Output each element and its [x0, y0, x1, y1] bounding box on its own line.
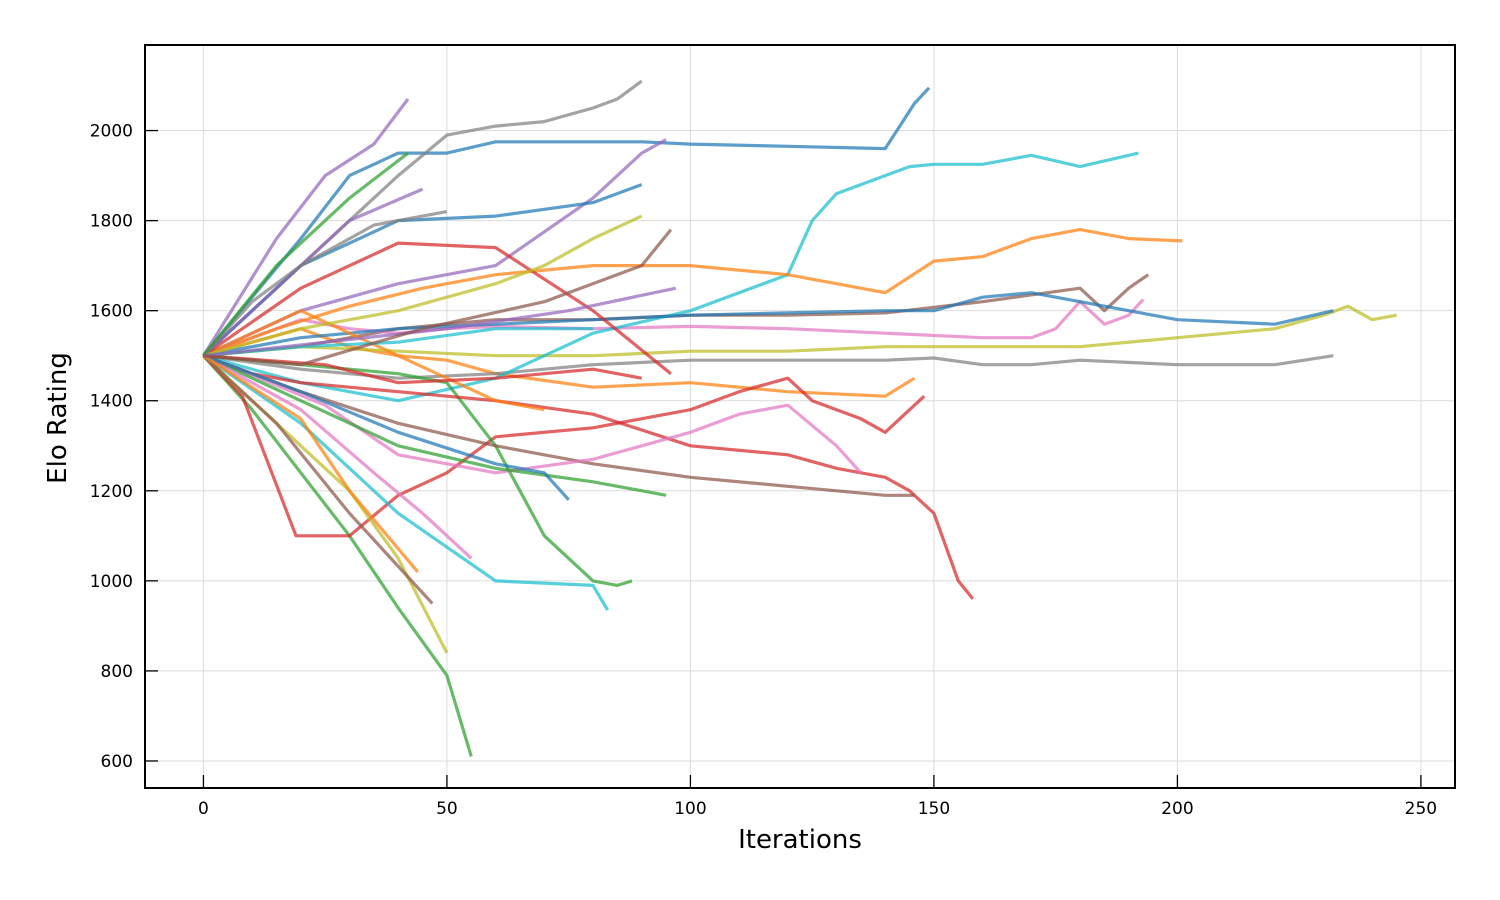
series-line — [203, 228, 673, 367]
series-line — [202, 228, 1183, 358]
series-line — [202, 354, 473, 757]
y-tick-label: 1000 — [90, 572, 133, 592]
x-tick-label: 100 — [674, 799, 706, 819]
x-tick-label: 250 — [1405, 799, 1437, 819]
y-tick-label: 1200 — [90, 482, 133, 502]
series-line — [202, 309, 545, 412]
series-line — [202, 354, 419, 573]
series-line — [202, 354, 570, 501]
y-tick-label: 1600 — [90, 302, 133, 322]
x-tick-label: 0 — [198, 799, 209, 819]
series-line — [203, 354, 1334, 380]
x-tick-label: 50 — [436, 799, 458, 819]
y-tick-label: 800 — [101, 662, 133, 682]
y-tick-label: 2000 — [90, 122, 133, 142]
series-line — [202, 354, 609, 611]
series-line — [202, 298, 1145, 358]
series-line — [202, 86, 931, 357]
series-line — [202, 354, 434, 605]
y-tick-label: 1400 — [90, 392, 133, 412]
y-axis-title: Elo Rating — [43, 352, 73, 484]
x-tick-label: 200 — [1161, 799, 1193, 819]
series-line — [203, 304, 1397, 358]
ticks: 0 50 100 150 200 250 600 800 1000 1200 1400 1600 180… — [90, 122, 1437, 819]
series-line — [202, 354, 915, 497]
series-line — [202, 241, 672, 375]
series-layer — [202, 79, 1397, 757]
series-line — [202, 151, 1139, 403]
series-line — [202, 187, 424, 357]
series-line — [202, 354, 667, 497]
series-line — [202, 210, 448, 357]
x-axis-title: Iterations — [738, 825, 862, 855]
series-line — [203, 291, 1334, 358]
series-line — [203, 286, 677, 358]
y-tick-label: 600 — [101, 752, 133, 772]
series-line — [202, 354, 975, 600]
series-line — [202, 98, 410, 357]
series-line — [202, 151, 409, 357]
x-tick-label: 150 — [918, 799, 950, 819]
y-tick-label: 1800 — [90, 212, 133, 232]
plot-frame — [144, 44, 1456, 789]
series-line — [202, 214, 643, 358]
series-line — [202, 354, 926, 538]
grid — [145, 45, 1455, 788]
series-line — [202, 354, 473, 560]
